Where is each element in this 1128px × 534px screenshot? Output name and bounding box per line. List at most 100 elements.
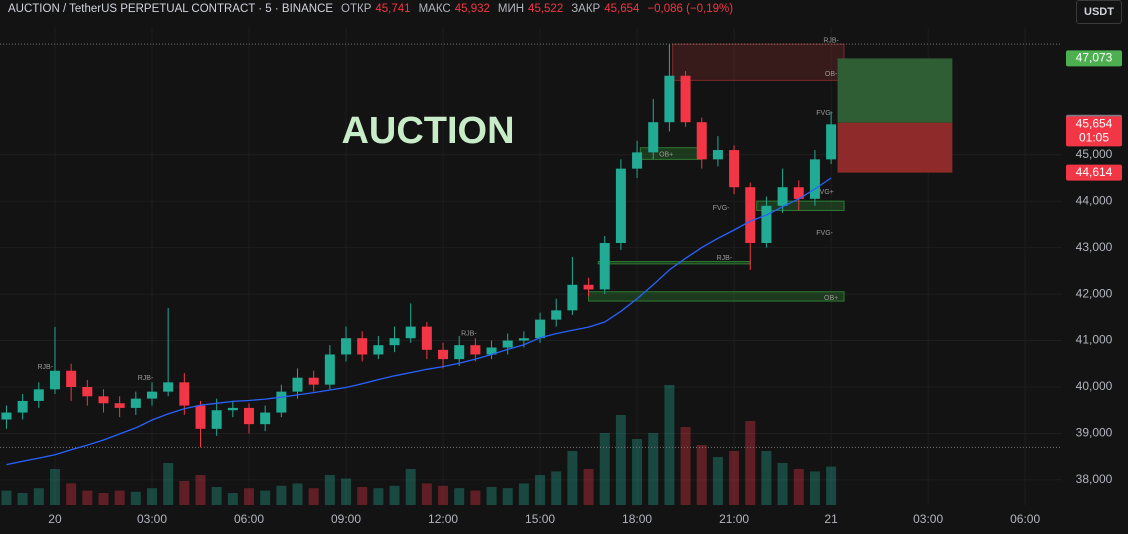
candle-body [341, 338, 352, 355]
candle [324, 345, 335, 390]
candle-body [777, 187, 788, 206]
annotation: RJB- [138, 375, 154, 382]
candle-body [146, 391, 157, 399]
price-badge [1066, 116, 1122, 147]
volume-bar [341, 478, 352, 505]
candle-body [405, 326, 416, 339]
candle-body [308, 377, 319, 385]
candle-body [745, 187, 756, 243]
annotation: RJB- [823, 37, 839, 44]
volume-bar [33, 488, 44, 505]
candle-body [438, 349, 449, 360]
candle [227, 400, 238, 418]
candle [793, 180, 804, 211]
candle [276, 384, 287, 418]
volume-bar [809, 471, 820, 505]
candle-body [227, 407, 238, 411]
candle [680, 71, 691, 127]
candle-body [389, 338, 400, 346]
watermark: AUCTION [341, 110, 514, 152]
candle [809, 150, 820, 206]
volume-bar [98, 493, 109, 505]
candle-body [130, 398, 141, 408]
x-tick-label: 03:00 [137, 512, 167, 526]
volume-bar [486, 487, 497, 505]
candle [502, 333, 513, 355]
volume-bar [211, 487, 222, 505]
candle-body [712, 150, 723, 160]
volume-bar [179, 481, 190, 505]
candle [244, 403, 255, 434]
volume-bar [195, 475, 206, 505]
volume-bar [745, 421, 756, 505]
price-badge-label: 45,654 [1076, 116, 1113, 130]
candle-body [373, 345, 384, 355]
x-tick-label: 06:00 [1010, 512, 1040, 526]
volume-bar [163, 463, 174, 505]
volume-bar [599, 433, 610, 505]
currency-button[interactable]: USDT [1076, 0, 1122, 24]
candle-body [761, 205, 772, 243]
volume-bar [729, 451, 740, 505]
ohlc-label: ЗАКР [571, 3, 601, 15]
candle [373, 335, 384, 360]
x-tick-label: 12:00 [428, 512, 458, 526]
volume-bar [551, 471, 562, 505]
candle [98, 389, 109, 413]
candle [648, 98, 659, 160]
volume-bar [324, 475, 335, 505]
candle [357, 331, 368, 362]
annotation: RJB- [37, 364, 53, 371]
volume-bar [567, 451, 578, 505]
volume-bar [114, 490, 125, 505]
annotation: OB- [825, 71, 838, 78]
candle-body [211, 410, 222, 429]
candle-body [470, 345, 481, 355]
volume-bar [389, 485, 400, 505]
annotation: FVG- [816, 110, 833, 117]
x-tick-label: 21:00 [719, 512, 749, 526]
moving-average [6, 177, 832, 466]
candle-body [454, 345, 465, 360]
candle [146, 382, 157, 406]
candle [49, 327, 60, 394]
candle-body [567, 284, 578, 311]
volume-bar [793, 469, 804, 505]
annotation: OB+ [659, 152, 673, 159]
volume-bar [357, 487, 368, 505]
candle [777, 168, 788, 213]
volume-bar [470, 490, 481, 505]
candle-body [49, 370, 60, 390]
candle-body [324, 354, 335, 385]
candle [438, 342, 449, 369]
y-tick-label: 38,000 [1076, 472, 1113, 486]
candle-body [244, 407, 255, 425]
candle-body [809, 159, 820, 199]
candle-body [648, 122, 659, 153]
candle-body [696, 122, 707, 160]
y-tick-label: 44,000 [1076, 193, 1113, 207]
candle [551, 298, 562, 327]
candle-body [421, 326, 432, 350]
volume-bar [130, 491, 141, 505]
ohlc-label: ОТКР [341, 3, 372, 15]
candle-body [163, 382, 174, 392]
candle [33, 382, 44, 408]
zone [756, 200, 845, 211]
ohlc-value: 45,741 [375, 3, 411, 15]
candle-body [535, 319, 546, 339]
candle-body [17, 400, 28, 413]
volume-bar [260, 490, 271, 505]
candle [567, 256, 578, 315]
ohlc-label: МИН [497, 3, 525, 15]
annotation: FVG- [816, 230, 833, 237]
volume-bar [712, 457, 723, 505]
candle [405, 303, 416, 343]
volume-bar [146, 488, 157, 505]
candle-body [179, 382, 190, 406]
volume-bar [421, 483, 432, 505]
candle [696, 117, 707, 169]
volume-bar [826, 466, 837, 505]
volume-bar [615, 415, 626, 505]
